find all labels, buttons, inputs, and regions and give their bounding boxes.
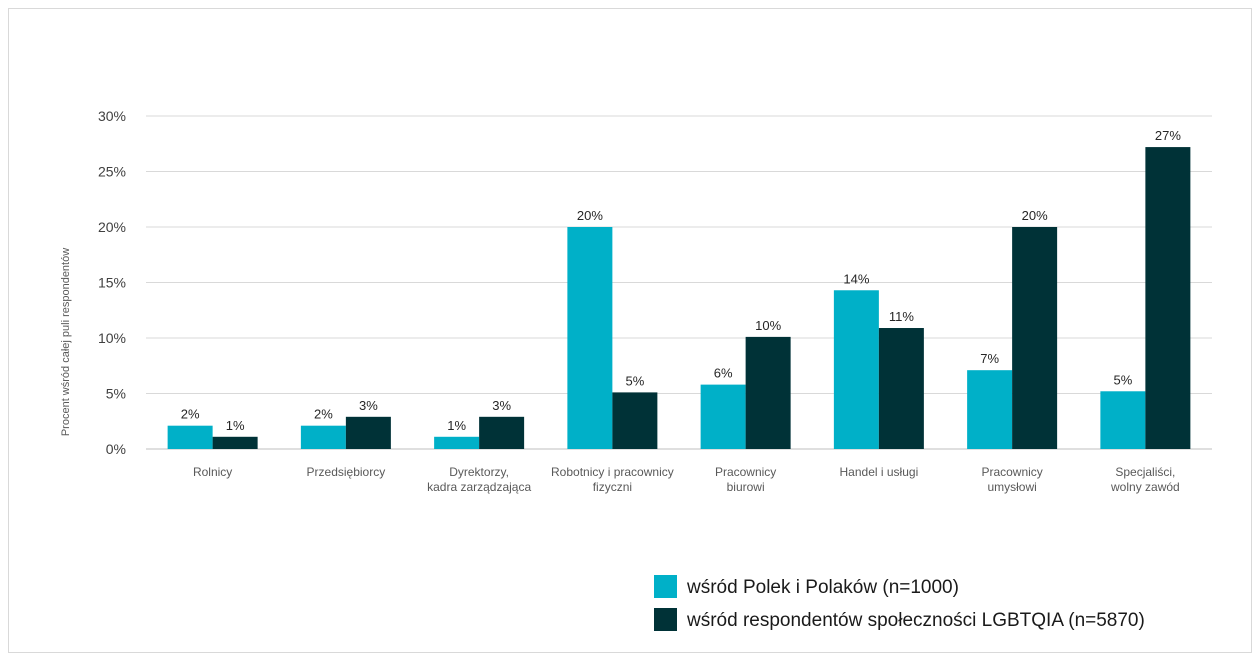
category-label: umysłowi [987, 480, 1036, 494]
data-label: 11% [889, 309, 914, 324]
data-label: 20% [1022, 208, 1048, 223]
data-label: 10% [755, 318, 781, 333]
category-label: Handel i usługi [840, 465, 919, 479]
category-label: Dyrektorzy, [449, 465, 509, 479]
category-label: Przedsiębiorcy [307, 465, 386, 479]
bar-series-1 [1100, 391, 1146, 449]
data-label: 1% [447, 418, 466, 433]
bar-series-1 [700, 384, 746, 449]
data-label: 5% [625, 373, 644, 388]
data-label: 7% [980, 351, 999, 366]
y-tick-label: 15% [98, 275, 126, 291]
bar-series-1 [967, 370, 1013, 449]
data-label: 27% [1155, 128, 1181, 143]
category-label: wolny zawód [1110, 480, 1180, 494]
legend-swatch-series-2 [654, 608, 677, 631]
data-label: 6% [714, 366, 733, 381]
category-label: fizyczni [593, 480, 632, 494]
y-tick-label: 30% [98, 108, 126, 124]
category-label: Robotnicy i pracownicy [551, 465, 674, 479]
legend-label-series-1: wśród Polek i Polaków (n=1000) [686, 577, 959, 598]
y-tick-label: 25% [98, 164, 126, 180]
bar-series-2 [1145, 147, 1191, 449]
category-labels: Rolnicy Przedsiębiorcy Dyrektorzy,kadra za… [193, 465, 1180, 494]
bar-series-2 [1012, 227, 1058, 449]
legend-swatch-series-1 [654, 575, 677, 598]
bar-series-2 [479, 416, 525, 449]
data-label: 2% [314, 407, 333, 422]
bar-series-2 [212, 436, 258, 449]
bar-series-1 [300, 425, 346, 449]
bar-series-2 [878, 328, 924, 449]
category-label: kadra zarządzająca [427, 480, 531, 494]
bar-series-1 [434, 436, 480, 449]
category-label: Rolnicy [193, 465, 232, 479]
legend: wśród Polek i Polaków (n=1000) wśród resp… [654, 575, 1145, 631]
data-labels: 2% 2% 1% 20% 6% 14% 7% 5% 1% 3% 3% 5% 10% 11% 20% 27% [181, 128, 1182, 433]
bar-series-1 [167, 425, 213, 449]
data-label: 14% [843, 271, 869, 286]
y-tick-label: 0% [106, 441, 126, 457]
legend-label-series-2: wśród respondentów społeczności LGBTQIA … [686, 610, 1145, 631]
bar-series-2 [345, 416, 391, 449]
bar-series-2 [745, 336, 791, 449]
category-label: Specjaliści, [1115, 465, 1175, 479]
y-axis: Procent wśród całej puli respondentów 0%… [60, 108, 126, 457]
bars [167, 147, 1191, 449]
y-tick-label: 20% [98, 219, 126, 235]
data-label: 3% [492, 398, 511, 413]
category-label: Pracownicy [715, 465, 776, 479]
bar-series-1 [567, 227, 613, 449]
category-label: Pracownicy [981, 465, 1042, 479]
bar-series-1 [833, 290, 879, 449]
data-label: 2% [181, 407, 200, 422]
category-label: biurowi [727, 480, 765, 494]
data-label: 1% [226, 418, 245, 433]
y-tick-label: 10% [98, 330, 126, 346]
y-axis-label: Procent wśród całej puli respondentów [60, 248, 72, 436]
data-label: 5% [1113, 372, 1132, 387]
data-label: 20% [577, 208, 603, 223]
data-label: 3% [359, 398, 378, 413]
bar-series-2 [612, 392, 658, 449]
y-tick-label: 5% [106, 386, 126, 402]
